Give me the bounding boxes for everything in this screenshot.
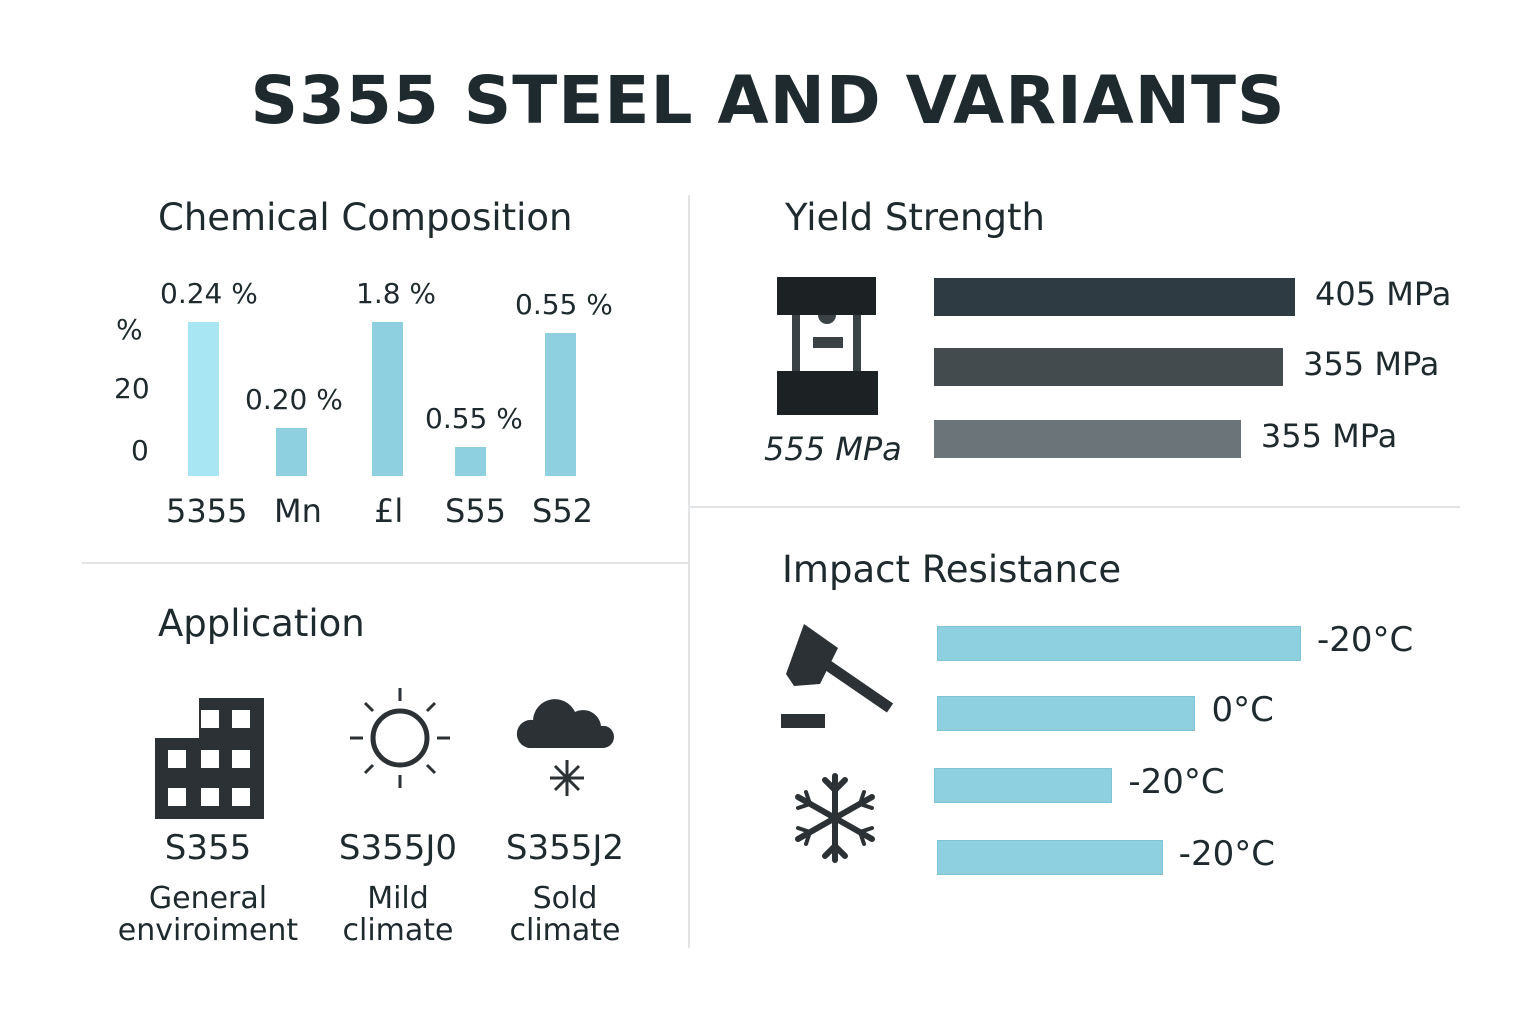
axis-tick: 0 bbox=[131, 434, 149, 467]
axis-tick: 20 bbox=[114, 372, 150, 405]
impact-heading: Impact Resistance bbox=[782, 548, 1122, 591]
chem-bar-label: 1.8 % bbox=[356, 277, 437, 310]
chem-category: Mn bbox=[274, 492, 322, 530]
yield-heading: Yield Strength bbox=[785, 196, 1045, 239]
application-heading: Application bbox=[158, 602, 365, 645]
chem-bar bbox=[545, 332, 576, 476]
impact-bar-label: -20°C bbox=[1178, 834, 1275, 874]
chem-bar-label: 0.20 % bbox=[245, 383, 343, 417]
chem-bar-label: 0.55 % bbox=[425, 401, 523, 435]
impact-bar-label: 0°C bbox=[1211, 690, 1274, 730]
vertical-divider bbox=[688, 195, 690, 948]
hammer-icon bbox=[781, 624, 894, 728]
application-desc: General bbox=[148, 881, 268, 916]
right-divider bbox=[690, 506, 1460, 508]
left-divider bbox=[82, 562, 688, 564]
axis-unit: % bbox=[116, 313, 143, 346]
application-desc: climate bbox=[342, 913, 454, 948]
sun-icon bbox=[350, 688, 450, 788]
application-desc: enviroiment bbox=[117, 913, 299, 948]
chem-category: £l bbox=[374, 492, 404, 530]
chem-bar-label: 0.24 % bbox=[160, 277, 258, 310]
yield-bar bbox=[934, 420, 1241, 458]
page-title: S355 STEEL AND VARIANTS bbox=[250, 62, 1286, 139]
snowflake-icon bbox=[795, 773, 875, 863]
impact-bar bbox=[937, 626, 1301, 661]
yield-bar-label: 405 MPa bbox=[1315, 275, 1452, 313]
application-desc: Sold bbox=[532, 881, 598, 916]
application-grade: S355 bbox=[164, 828, 252, 868]
chem-bar bbox=[188, 322, 219, 476]
yield-bar bbox=[934, 278, 1295, 316]
impact-bar bbox=[937, 696, 1196, 731]
application-desc: climate bbox=[509, 913, 621, 948]
application-grade: S355J2 bbox=[505, 828, 625, 868]
impact-bar-label: -20°C bbox=[1317, 620, 1414, 660]
chem-category: S52 bbox=[532, 492, 594, 530]
application-grade: S355J0 bbox=[338, 828, 458, 868]
press-label: 555 MPa bbox=[764, 430, 902, 468]
building-icon bbox=[155, 698, 264, 819]
impact-bar bbox=[937, 840, 1163, 875]
press-icon bbox=[777, 277, 878, 415]
chemical-heading: Chemical Composition bbox=[158, 196, 573, 239]
chem-bar bbox=[455, 446, 486, 476]
impact-bar bbox=[934, 768, 1113, 803]
snow-cloud-icon bbox=[516, 699, 615, 796]
yield-bar-label: 355 MPa bbox=[1303, 345, 1440, 383]
chem-category: S55 bbox=[445, 492, 507, 530]
chem-bar-label: 0.55 % bbox=[515, 287, 613, 321]
yield-bar bbox=[934, 348, 1284, 386]
chem-bar bbox=[276, 428, 307, 476]
chem-category: 5355 bbox=[166, 492, 248, 530]
chem-bar bbox=[372, 322, 403, 476]
impact-bar-label: -20°C bbox=[1128, 762, 1225, 802]
yield-bar-label: 355 MPa bbox=[1260, 417, 1398, 455]
application-desc: Mild bbox=[367, 881, 429, 916]
